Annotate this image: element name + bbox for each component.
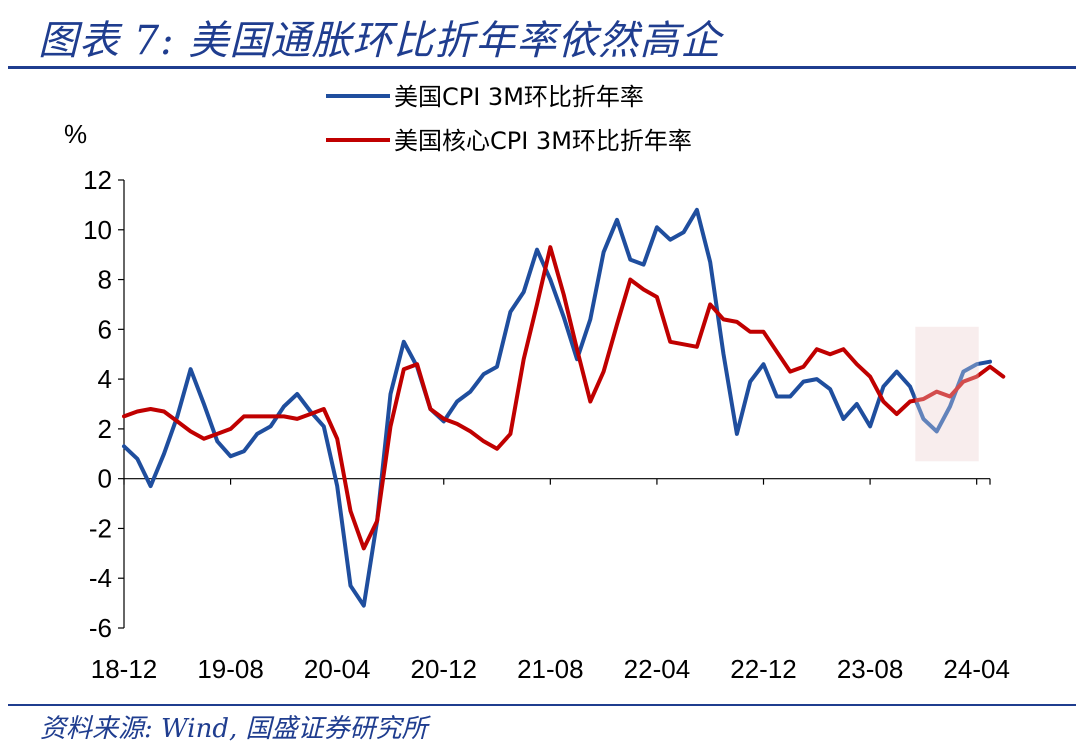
x-tick-label: 23-08 [837, 654, 904, 684]
x-tick-label: 20-04 [304, 654, 371, 684]
legend-label: 美国CPI 3M环比折年率 [394, 83, 644, 111]
title-divider [8, 66, 1076, 69]
x-tick-label: 20-12 [411, 654, 478, 684]
y-tick-label: 2 [98, 414, 112, 444]
y-tick-label: 0 [98, 464, 112, 494]
y-tick-label: -6 [89, 613, 112, 643]
series-lines [122, 207, 1006, 608]
x-tick-label: 24-04 [943, 654, 1010, 684]
y-axis-unit: % [64, 119, 87, 149]
highlight-overlay [915, 326, 979, 462]
axes: 12 10 8 6 4 2 0 -2 -4 -6 18-12 19-08 20-04 20-12 21-08… [83, 165, 1010, 684]
source-note: 资料来源: Wind, 国盛证券研究所 [40, 714, 428, 744]
y-tick-label: 6 [98, 314, 112, 344]
series-line-cpi [122, 207, 992, 608]
y-tick-label: 12 [83, 165, 112, 195]
legend-label: 美国核心CPI 3M环比折年率 [394, 127, 692, 155]
series-line-core-cpi [122, 245, 1006, 551]
x-tick-label: 22-04 [624, 654, 691, 684]
page-title: 图表 7: 美国通胀环比折年率依然高企 [38, 18, 722, 64]
y-tick-label: -4 [89, 563, 112, 593]
x-tick-label: 22-12 [730, 654, 797, 684]
y-tick-label: -2 [89, 513, 112, 543]
x-tick-label: 18-12 [91, 654, 158, 684]
x-tick-label: 19-08 [197, 654, 264, 684]
y-tick-label: 8 [98, 265, 112, 295]
y-tick-label: 10 [83, 215, 112, 245]
footer-divider [8, 704, 1076, 706]
y-tick-label: 4 [98, 364, 112, 394]
x-tick-label: 21-08 [517, 654, 584, 684]
